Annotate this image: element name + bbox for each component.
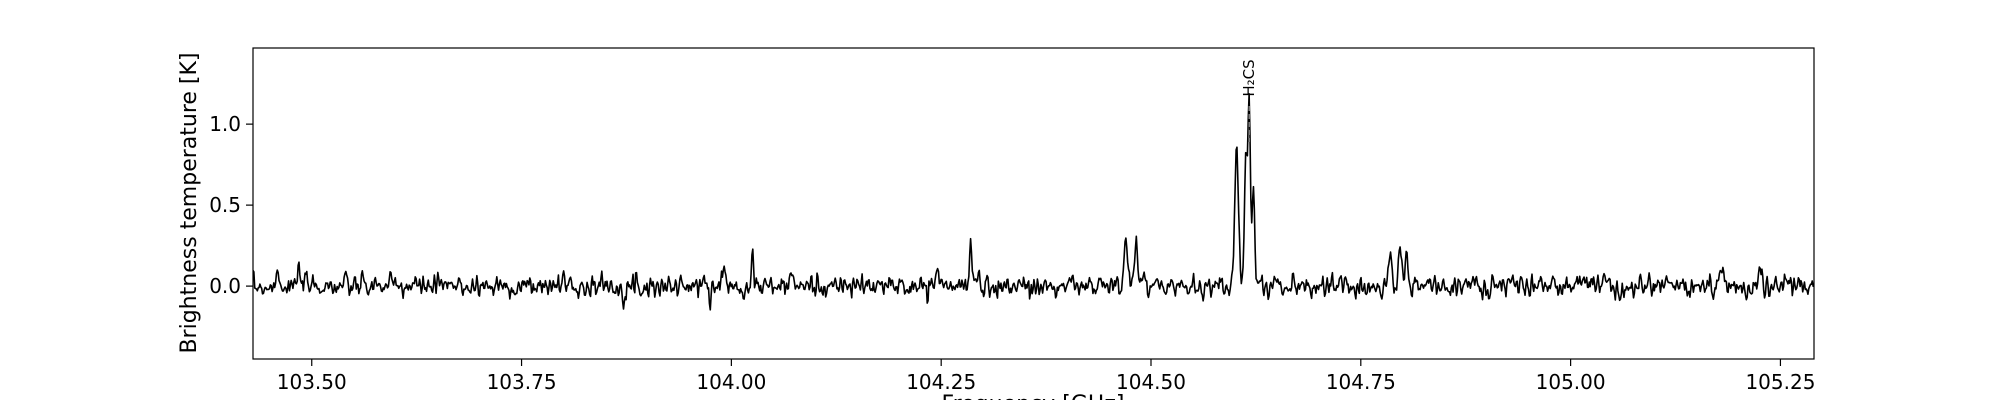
x-tick-label: 104.50: [1116, 370, 1186, 394]
annotation-label: H₂CS: [1240, 59, 1258, 96]
plot-layer: [253, 92, 1814, 311]
x-tick-label: 104.25: [906, 370, 976, 394]
spectrum-line: [253, 92, 1814, 311]
y-axis-label: Brightness temperature [K]: [177, 52, 202, 353]
x-tick-label: 105.25: [1745, 370, 1815, 394]
y-axis-ticks: 0.0 0.5 1.0: [209, 112, 253, 298]
y-tick-label: 0.0: [209, 274, 241, 298]
y-tick-label: 0.5: [209, 193, 241, 217]
y-tick-label: 1.0: [209, 112, 241, 136]
x-tick-label: 105.00: [1536, 370, 1606, 394]
line-annotations: H₂CS: [1240, 59, 1258, 142]
x-tick-label: 103.75: [487, 370, 557, 394]
x-tick-label: 104.00: [696, 370, 766, 394]
x-tick-label: 103.50: [277, 370, 347, 394]
x-axis-label: Frequency [GHz]: [942, 392, 1125, 400]
plot-frame: [252, 47, 1815, 360]
x-axis-ticks: 103.50 103.75 104.00 104.25 104.50 104.75 105.…: [277, 359, 1815, 394]
x-tick-label: 104.75: [1326, 370, 1396, 394]
